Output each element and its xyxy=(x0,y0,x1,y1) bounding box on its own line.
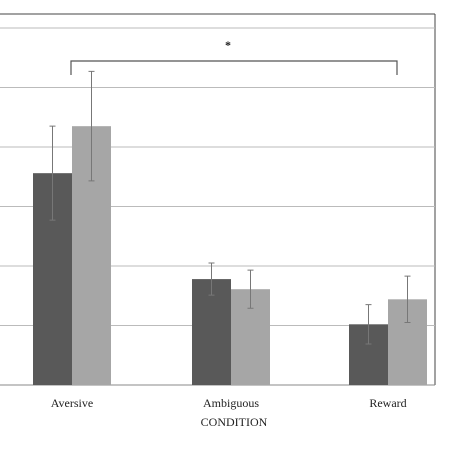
x-tick-label: Ambiguous xyxy=(203,396,259,410)
x-tick-label: Aversive xyxy=(51,396,93,410)
bar xyxy=(192,279,231,385)
error-bar xyxy=(247,269,254,309)
error-bar xyxy=(365,304,372,345)
x-tick-label: Reward xyxy=(369,396,406,410)
error-bar xyxy=(88,70,95,182)
error-bar xyxy=(49,125,56,221)
error-bar xyxy=(404,275,411,324)
significance-bracket xyxy=(70,60,398,75)
error-bar xyxy=(208,262,215,296)
significance-star: * xyxy=(225,38,231,52)
x-axis-label: CONDITION xyxy=(201,415,268,429)
